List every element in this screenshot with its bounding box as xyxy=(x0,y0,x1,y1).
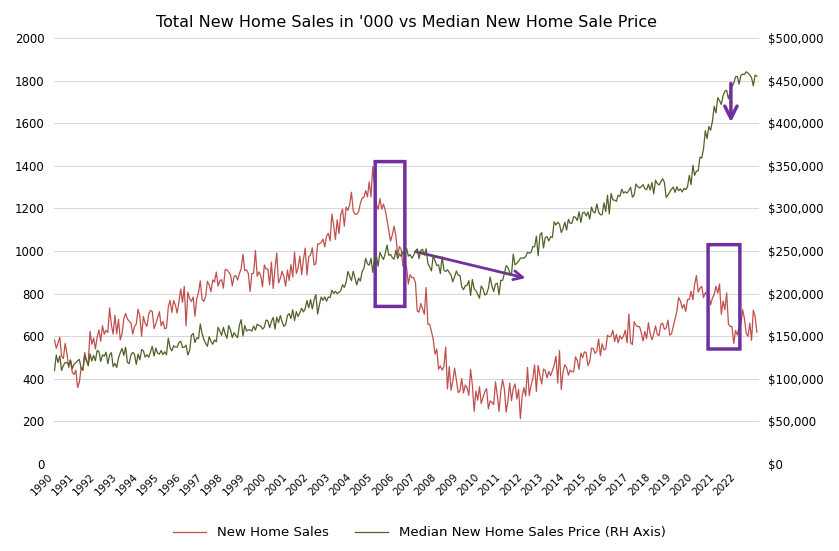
Title: Total New Home Sales in '000 vs Median New Home Sale Price: Total New Home Sales in '000 vs Median N… xyxy=(156,15,657,30)
New Home Sales xyxy=(515,415,525,422)
Line: New Home Sales: New Home Sales xyxy=(55,167,757,419)
New Home Sales xyxy=(96,338,106,344)
New Home Sales xyxy=(739,315,749,322)
Median New Home Sales Price (RH Axis) xyxy=(50,367,60,374)
Median New Home Sales Price (RH Axis) xyxy=(96,358,106,365)
New Home Sales xyxy=(305,252,315,258)
New Home Sales xyxy=(560,361,570,368)
Median New Home Sales Price (RH Axis) xyxy=(305,296,315,303)
Legend: New Home Sales, Median New Home Sales Price (RH Axis): New Home Sales, Median New Home Sales Pr… xyxy=(168,521,671,544)
Median New Home Sales Price (RH Axis) xyxy=(736,72,746,79)
Median New Home Sales Price (RH Axis) xyxy=(647,179,657,186)
Median New Home Sales Price (RH Axis) xyxy=(288,306,298,313)
Line: Median New Home Sales Price (RH Axis): Median New Home Sales Price (RH Axis) xyxy=(55,72,757,370)
New Home Sales xyxy=(650,322,660,329)
Median New Home Sales Price (RH Axis) xyxy=(556,229,566,236)
New Home Sales xyxy=(367,164,378,170)
New Home Sales xyxy=(50,337,60,343)
New Home Sales xyxy=(288,274,298,280)
New Home Sales xyxy=(752,329,762,336)
Median New Home Sales Price (RH Axis) xyxy=(741,68,751,75)
Median New Home Sales Price (RH Axis) xyxy=(752,73,762,79)
